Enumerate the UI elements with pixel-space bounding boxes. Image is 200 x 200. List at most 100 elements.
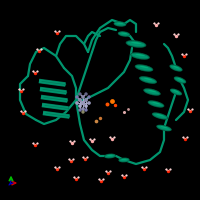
Point (70, 141, 74, 145)
Ellipse shape (157, 125, 171, 131)
Point (81, 101, 85, 105)
Point (81, 110, 85, 114)
Point (154, 23, 158, 27)
Point (157, 22, 160, 25)
Ellipse shape (149, 101, 163, 107)
Point (58, 166, 61, 169)
Ellipse shape (126, 41, 146, 47)
Point (177, 33, 180, 36)
Point (122, 175, 126, 179)
Point (113, 103, 117, 107)
Point (75, 101, 79, 105)
Ellipse shape (105, 154, 115, 158)
Point (122, 110, 126, 114)
Point (19, 110, 22, 113)
Ellipse shape (161, 126, 168, 128)
Point (55, 31, 59, 35)
Point (186, 108, 189, 111)
Point (74, 177, 78, 181)
Ellipse shape (174, 90, 179, 93)
Point (73, 140, 76, 143)
Point (98, 116, 102, 120)
Ellipse shape (114, 22, 126, 26)
Point (97, 178, 100, 181)
Ellipse shape (117, 23, 123, 24)
Ellipse shape (171, 89, 181, 95)
Ellipse shape (177, 78, 183, 81)
Point (174, 34, 178, 38)
Point (78, 92, 82, 96)
Point (83, 157, 87, 161)
Ellipse shape (144, 78, 153, 80)
Point (40, 48, 43, 51)
Ellipse shape (114, 22, 126, 26)
Ellipse shape (175, 77, 185, 83)
Point (102, 178, 105, 181)
Ellipse shape (136, 65, 152, 71)
Ellipse shape (144, 89, 160, 95)
Point (113, 136, 116, 139)
Point (140, 166, 143, 169)
Ellipse shape (140, 77, 156, 83)
Point (78, 104, 82, 108)
Ellipse shape (157, 126, 171, 130)
Point (72, 176, 75, 179)
Ellipse shape (173, 66, 179, 68)
Ellipse shape (152, 102, 160, 104)
Point (105, 102, 109, 106)
Ellipse shape (144, 89, 160, 95)
Point (24, 110, 27, 113)
Point (99, 179, 103, 183)
Point (87, 95, 91, 99)
Ellipse shape (131, 53, 149, 59)
Point (17, 88, 20, 91)
Ellipse shape (148, 101, 164, 107)
Ellipse shape (136, 54, 145, 56)
Point (75, 95, 79, 99)
Point (152, 22, 155, 25)
Point (84, 92, 88, 96)
Point (77, 176, 80, 179)
Point (94, 119, 98, 123)
Point (58, 30, 61, 33)
Point (86, 156, 89, 159)
Point (36, 70, 39, 73)
Point (37, 49, 41, 53)
Point (164, 168, 167, 171)
Ellipse shape (170, 65, 182, 71)
Point (172, 33, 175, 36)
Point (33, 71, 37, 75)
Point (145, 166, 148, 169)
Ellipse shape (119, 32, 129, 36)
Point (81, 107, 85, 111)
Point (142, 167, 146, 171)
Point (31, 70, 34, 73)
Ellipse shape (140, 66, 149, 68)
Point (104, 170, 107, 173)
Point (72, 158, 75, 161)
Point (109, 170, 112, 173)
Ellipse shape (131, 42, 141, 44)
Point (110, 137, 114, 141)
Point (90, 139, 94, 143)
Point (78, 108, 82, 112)
Ellipse shape (118, 32, 130, 36)
Point (19, 89, 23, 93)
Point (31, 142, 34, 145)
Ellipse shape (152, 113, 168, 119)
Point (53, 166, 56, 169)
Point (21, 111, 25, 115)
Point (87, 101, 91, 105)
Point (166, 169, 170, 173)
Ellipse shape (107, 155, 113, 156)
Point (126, 107, 130, 111)
Ellipse shape (170, 89, 182, 95)
Point (84, 98, 88, 102)
Point (110, 99, 114, 103)
Point (169, 168, 172, 171)
Point (182, 54, 186, 58)
Point (67, 158, 70, 161)
Point (84, 108, 88, 112)
Point (22, 88, 25, 91)
Ellipse shape (127, 41, 145, 47)
